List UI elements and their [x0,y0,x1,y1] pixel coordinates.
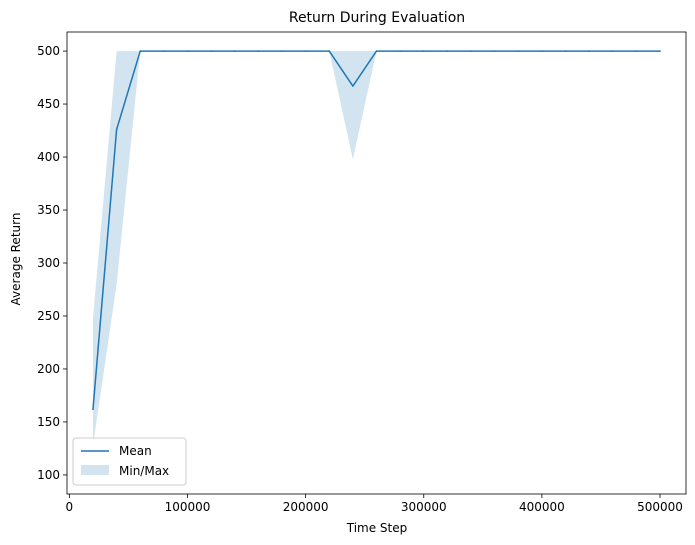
x-axis-label: Time Step [346,521,408,535]
y-tick-label: 350 [37,203,60,217]
mean-point [328,50,331,52]
mean-point [564,50,567,52]
y-tick-label: 500 [37,44,60,58]
x-tick-label: 300000 [401,500,447,514]
mean-point [92,408,94,411]
mean-point [139,50,142,52]
x-tick-label: 100000 [165,500,211,514]
x-tick-label: 200000 [283,500,329,514]
mean-point [635,50,638,52]
y-tick-label: 250 [37,309,60,323]
mean-point [304,50,307,52]
legend: Mean Min/Max [72,437,187,486]
y-tick-label: 450 [37,97,60,111]
mean-point [233,50,236,52]
mean-point [517,50,520,52]
chart-title: Return During Evaluation [289,10,465,26]
legend-box [72,437,187,486]
y-tick-label: 300 [37,256,60,270]
mean-point [281,50,283,52]
mean-point [659,50,661,52]
mean-point [163,50,165,52]
axes: 0 100000 200000 300000 400000 500000 100 150 200… [37,31,687,514]
legend-label-mean: Mean [119,444,152,458]
y-tick-label: 400 [37,150,60,164]
y-tick-label: 150 [37,415,60,429]
mean-point [352,85,354,87]
mean-point [210,50,212,52]
y-tick-label: 200 [37,362,60,376]
mean-point [493,50,496,52]
mean-point [541,50,543,52]
mean-point [375,50,378,52]
mean-point [186,50,189,52]
x-tick-label: 500000 [637,500,683,514]
mean-point [611,50,614,52]
mean-point [257,50,260,52]
plot-area [92,50,661,446]
x-tick-label: 400000 [519,500,565,514]
mean-point [422,50,425,52]
mean-point [446,50,449,52]
y-axis-label: Average Return [9,213,23,306]
legend-swatch-minmax [81,465,109,475]
mean-point [470,50,472,52]
y-tick-label: 100 [37,468,60,482]
mean-point [399,50,401,52]
x-tick-label: 0 [66,500,74,514]
mean-point [115,128,118,131]
mean-point [588,50,590,52]
legend-label-minmax: Min/Max [119,464,169,478]
